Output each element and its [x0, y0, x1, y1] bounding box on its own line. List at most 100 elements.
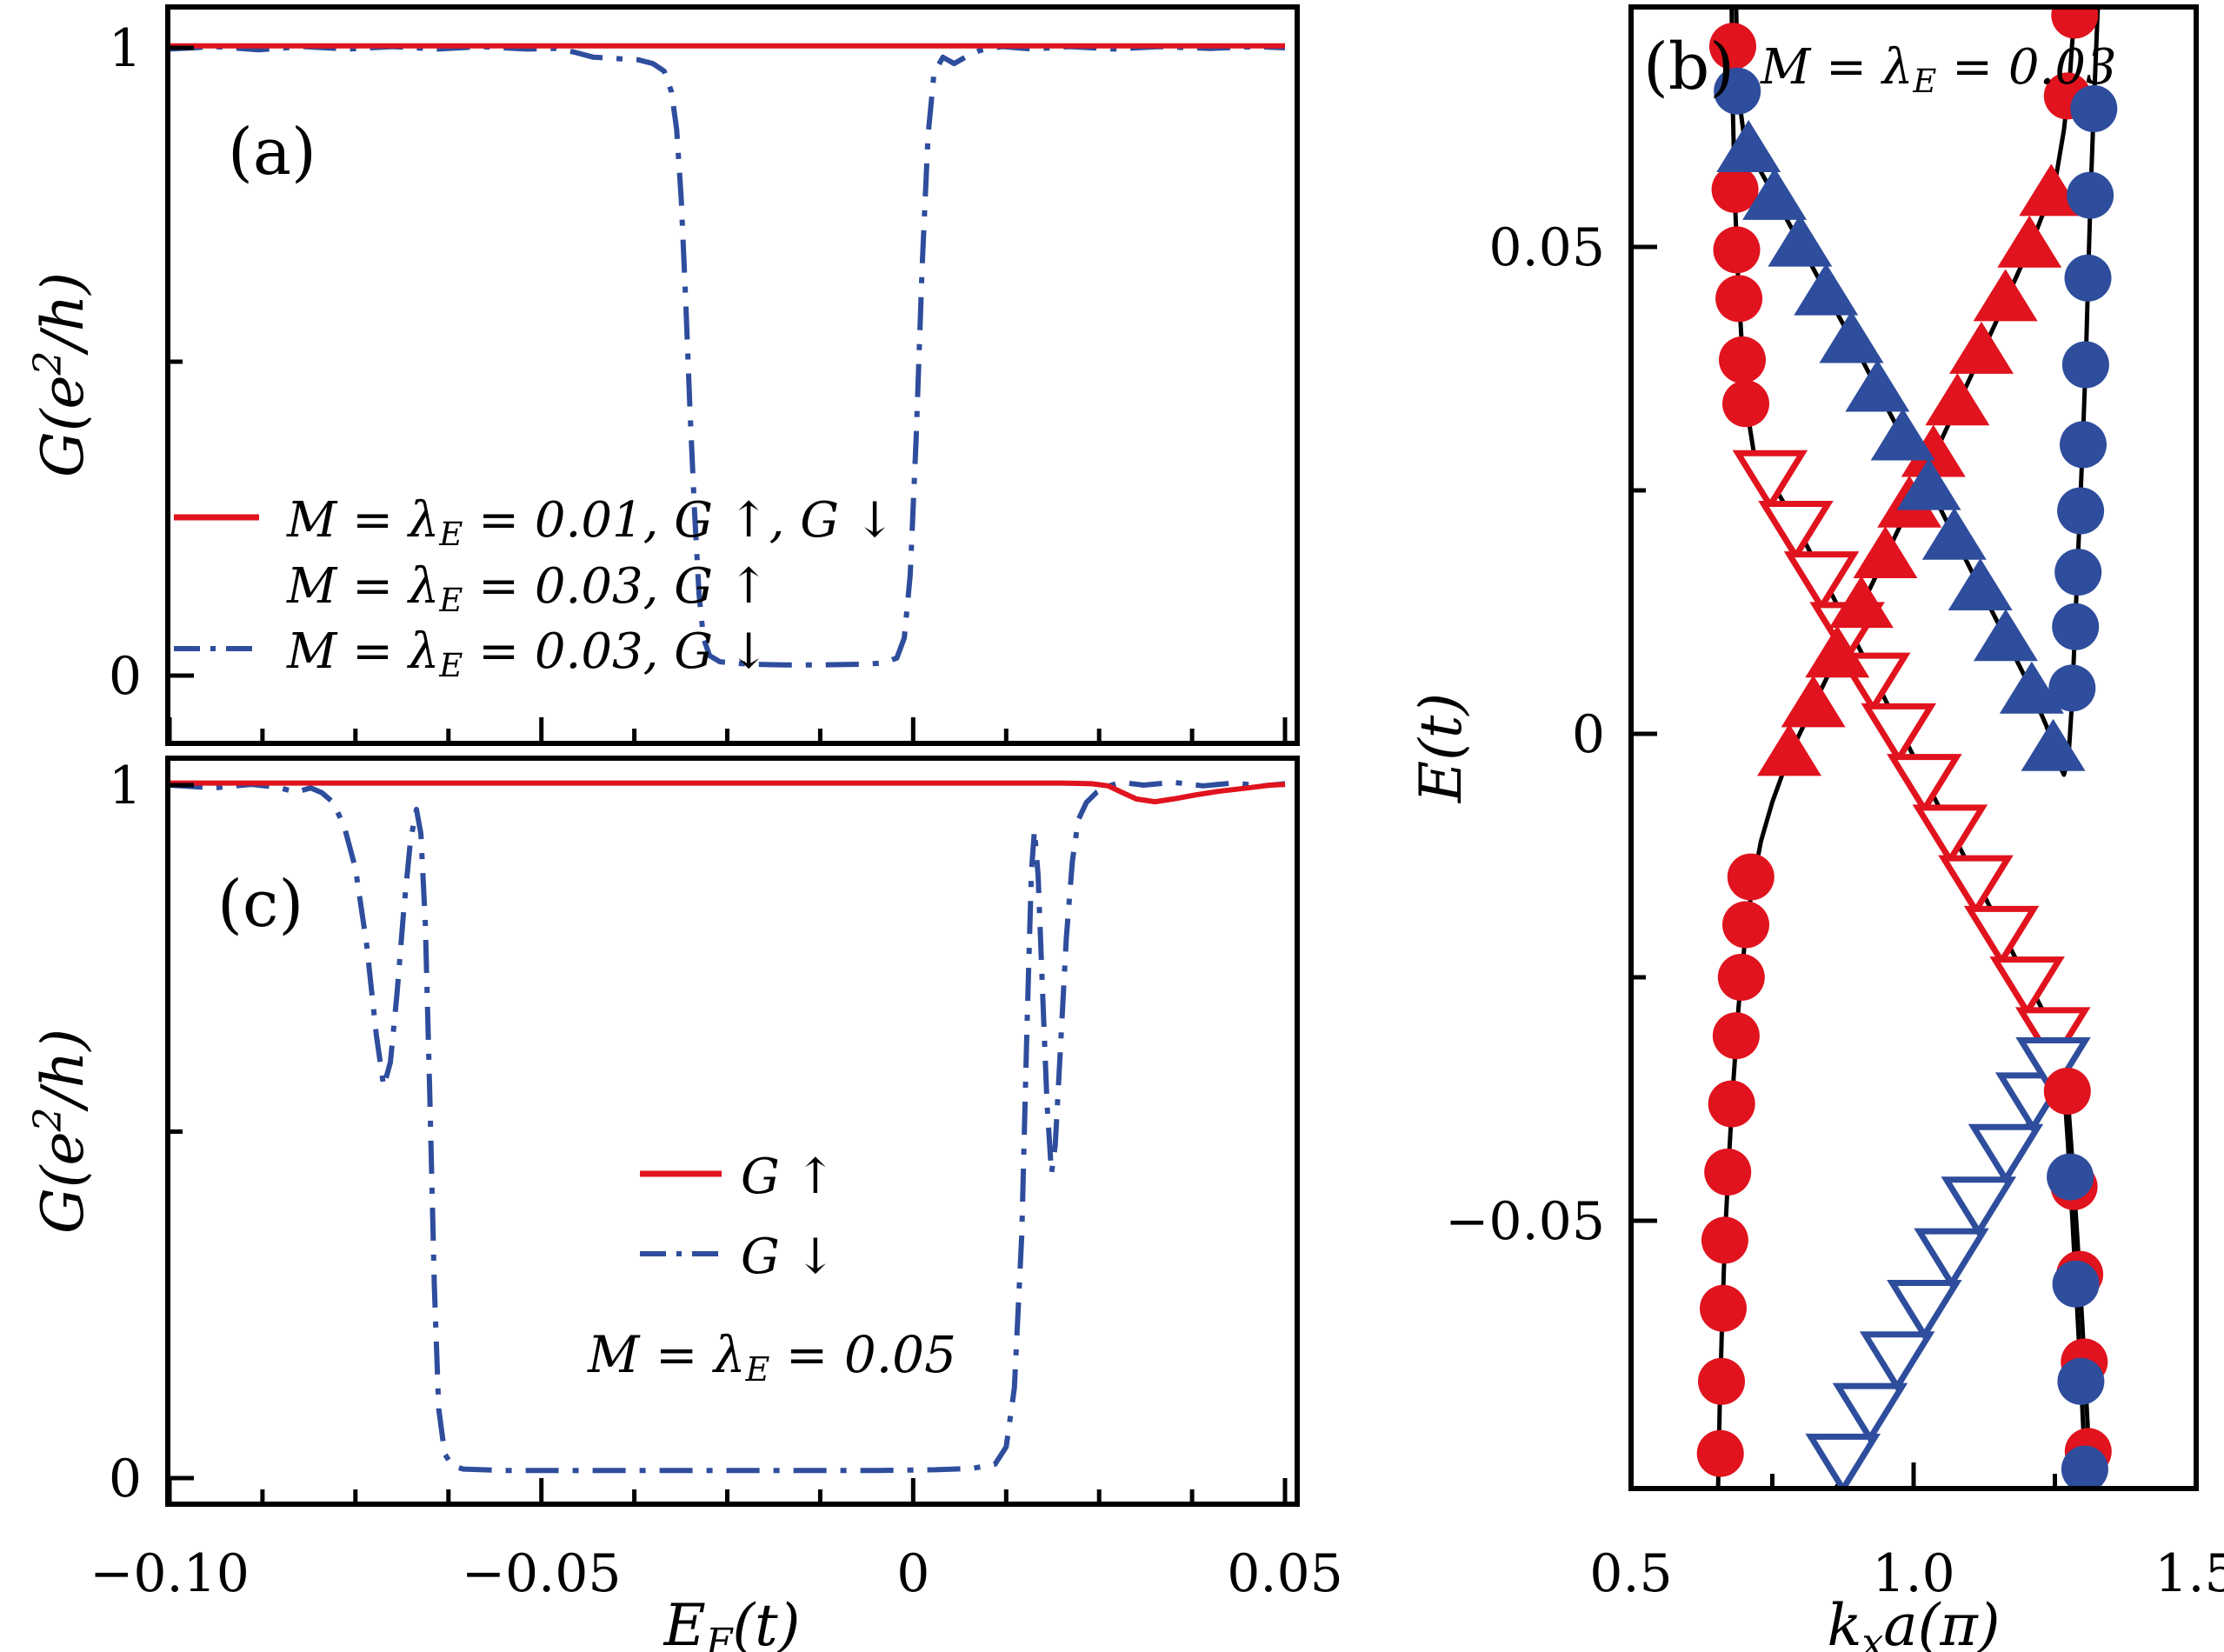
y-axis-title: G(e2​/h) [26, 1029, 97, 1234]
panel-a-plot-area [169, 43, 1286, 668]
red-triangle-up-marker [1828, 576, 1894, 629]
red-triangle-down-open-marker [1758, 500, 1834, 563]
red-circle-marker [1722, 901, 1769, 949]
red-triangle-down-open-marker [1861, 703, 1937, 765]
blue-triangle-up-marker [2021, 718, 2086, 771]
blue-triangle-down-open-marker [1859, 1331, 1935, 1393]
x-tick-label-0.05: 0.05 [1227, 1543, 1343, 1604]
red-circle-marker [1719, 336, 1766, 383]
annotation-text: M = λE​ = 0.05 [587, 1325, 956, 1389]
blue-circle-marker [2061, 341, 2109, 389]
annotation-text: M = λE​ = 0.03 [1760, 39, 2117, 100]
red-triangle-down-open-marker [1912, 804, 1988, 866]
red-circle-marker [1717, 954, 1765, 1001]
blue-triangle-down-open-marker [1941, 1176, 2017, 1238]
red-triangle-down-open-marker [1732, 450, 1808, 511]
curve-G-down-M003-dashdot [169, 43, 1286, 668]
markers-red-circle-hook [2043, 1068, 2091, 1115]
markers-red-open-down-triangles [1732, 450, 2091, 1069]
y-tick-label-0: 0 [1572, 704, 1605, 765]
red-triangle-down-open-marker [1887, 754, 1962, 816]
markers-blue-filled-up-triangles [1716, 120, 2086, 771]
markers-red-circles-lower-left [1696, 853, 1775, 1477]
panel-a-frame [165, 4, 1300, 746]
red-circle-marker [1722, 380, 1769, 428]
blue-triangle-down-open-marker [1968, 1123, 2044, 1185]
y-tick-label-1: 1 [109, 756, 142, 816]
blue-triangle-up-marker [1768, 214, 1833, 267]
red-triangle-up-marker [1805, 625, 1870, 678]
red-triangle-down-open-marker [1938, 855, 2014, 916]
blue-circle-marker [2057, 1357, 2105, 1405]
red-triangle-down-open-marker [1989, 956, 2065, 1018]
red-circle-marker [1712, 1012, 1760, 1060]
blue-circle-marker [2057, 487, 2105, 535]
blue-triangle-up-marker [1819, 310, 1884, 363]
red-circle-marker [1708, 1080, 1755, 1128]
panel-b-plot-area [1696, 7, 2118, 1489]
panel-a-ticks [167, 45, 1288, 743]
blue-triangle-up-marker [1896, 457, 1961, 510]
markers-blue-circles-lower-right [2047, 1153, 2108, 1489]
red-triangle-up-marker [1925, 373, 1990, 426]
blue-triangle-up-marker [1845, 359, 1910, 412]
panel-c-ticks [167, 783, 1288, 1504]
panel-letter-b: (b) [1643, 30, 1735, 104]
blue-circle-marker [2061, 1445, 2108, 1489]
blue-circle-marker [2067, 171, 2114, 219]
red-triangle-up-marker [1949, 321, 2014, 374]
markers-blue-circle-upper-left [1714, 67, 1761, 115]
blue-circle-marker [1714, 67, 1761, 115]
red-triangle-up-marker [1853, 526, 1918, 579]
curve-G-down-M005-dashdot [169, 779, 1286, 1474]
legend-c: G ↑ G ↓ [640, 1149, 836, 1285]
red-circle-marker [1713, 226, 1761, 274]
red-circle-marker [2043, 1068, 2091, 1115]
blue-circle-marker [2047, 1153, 2094, 1201]
blue-triangle-down-open-marker [1887, 1279, 1962, 1342]
panel-letter-c: (c) [217, 867, 303, 942]
blue-triangle-down-open-marker [1832, 1382, 1908, 1444]
panel-letter-a: (a) [228, 115, 316, 190]
red-triangle-up-marker [1757, 723, 1821, 776]
blue-triangle-down-open-marker [2015, 1037, 2091, 1099]
x-tick-label-1.0: 1.0 [1872, 1543, 1954, 1604]
red-circle-marker [2051, 7, 2099, 39]
panel-c-background [168, 758, 1297, 1504]
red-circle-marker [1696, 1429, 1744, 1477]
blue-circle-marker [2052, 1260, 2100, 1308]
x-tick-label-−0.05: −0.05 [462, 1543, 622, 1604]
red-triangle-down-open-marker [1783, 551, 1860, 613]
x-tick-label-1.5: 1.5 [2154, 1543, 2224, 1604]
y-tick-label-0: 0 [109, 646, 142, 707]
y-tick-label-0.05: 0.05 [1488, 217, 1605, 278]
y-tick-label-1: 1 [109, 18, 142, 79]
x-axis-title: EF​(t) [663, 1592, 801, 1652]
red-triangle-down-open-marker [1963, 905, 2040, 968]
blue-circle-marker [2054, 549, 2102, 596]
red-circle-marker [1709, 23, 1756, 70]
red-triangle-up-marker [2019, 163, 2084, 216]
blue-triangle-up-marker [1870, 408, 1935, 461]
markers-blue-circles-right-column [2048, 85, 2118, 712]
x-tick-label-0: 0 [896, 1543, 929, 1604]
panel-c-plot-area [169, 779, 1286, 1474]
blue-triangle-up-marker [1999, 661, 2064, 714]
red-triangle-up-marker [1901, 424, 1966, 477]
blue-circle-marker [2048, 664, 2096, 712]
blue-circle-marker [2064, 254, 2112, 302]
y-axis-title: G(e2​/h) [26, 272, 97, 477]
red-circle-marker [1727, 853, 1775, 901]
red-circle-marker [1698, 1357, 1745, 1405]
blue-circle-marker [2070, 85, 2118, 132]
legend-label: M = λE​ = 0.03, G ↑ [286, 558, 769, 619]
x-axis-title: kx​a(π) [1827, 1592, 2000, 1652]
legend-a: M = λE​ = 0.01, G ↑, G ↓M = λE​ = 0.03, … [174, 492, 896, 684]
legend-label: G ↓ [741, 1229, 836, 1285]
red-triangle-up-marker [1973, 269, 2038, 322]
blue-triangle-up-marker [1794, 263, 1859, 316]
legend-label: G ↑ [741, 1149, 836, 1205]
markers-blue-open-down-triangles [1805, 1037, 2091, 1489]
